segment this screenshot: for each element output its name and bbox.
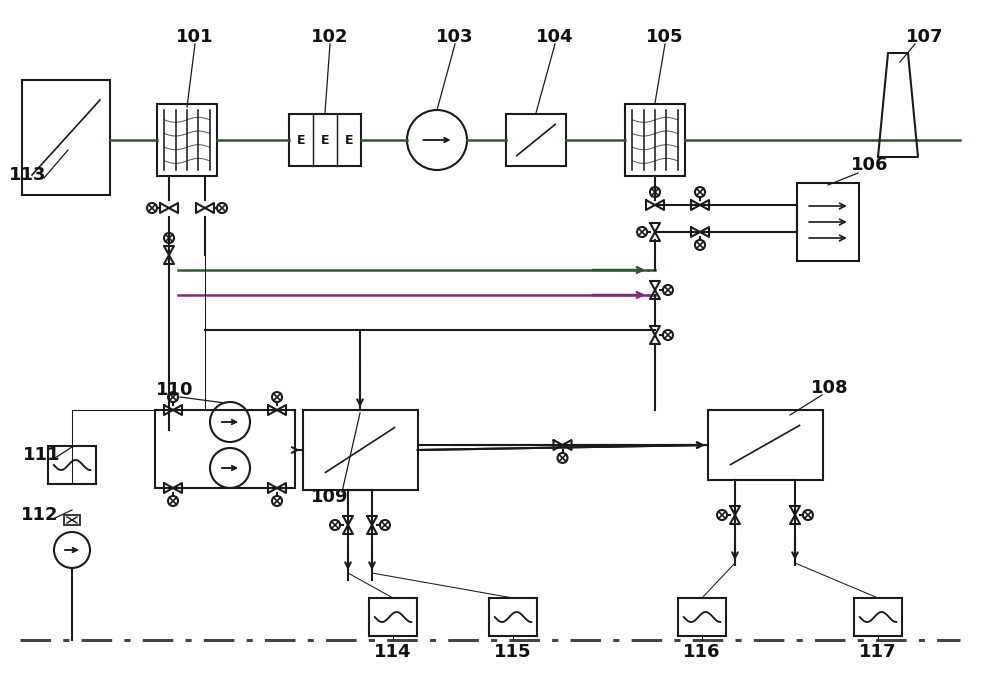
Bar xyxy=(369,598,417,636)
Text: 111: 111 xyxy=(23,446,61,464)
Bar xyxy=(289,114,361,166)
Text: E: E xyxy=(345,133,353,146)
Text: 110: 110 xyxy=(156,381,194,399)
Text: 109: 109 xyxy=(311,488,349,506)
Bar xyxy=(854,598,902,636)
Text: 108: 108 xyxy=(811,379,849,397)
Bar xyxy=(157,104,217,176)
Text: 115: 115 xyxy=(494,643,532,661)
Bar xyxy=(302,410,418,490)
Bar xyxy=(22,80,110,195)
Text: 112: 112 xyxy=(21,506,59,524)
Text: 104: 104 xyxy=(536,28,574,46)
Bar xyxy=(708,410,822,480)
Bar xyxy=(678,598,726,636)
Text: 116: 116 xyxy=(683,643,721,661)
Bar xyxy=(489,598,537,636)
Text: 106: 106 xyxy=(851,156,889,174)
Bar xyxy=(48,446,96,484)
Bar xyxy=(506,114,566,166)
Text: E: E xyxy=(297,133,305,146)
Text: 117: 117 xyxy=(859,643,897,661)
Text: E: E xyxy=(321,133,329,146)
Bar xyxy=(797,183,859,261)
Text: 105: 105 xyxy=(646,28,684,46)
Bar xyxy=(64,515,80,525)
Text: 114: 114 xyxy=(374,643,412,661)
Text: 113: 113 xyxy=(9,166,47,184)
Text: 101: 101 xyxy=(176,28,214,46)
Text: 103: 103 xyxy=(436,28,474,46)
Text: 102: 102 xyxy=(311,28,349,46)
Text: 107: 107 xyxy=(906,28,944,46)
Bar xyxy=(625,104,685,176)
